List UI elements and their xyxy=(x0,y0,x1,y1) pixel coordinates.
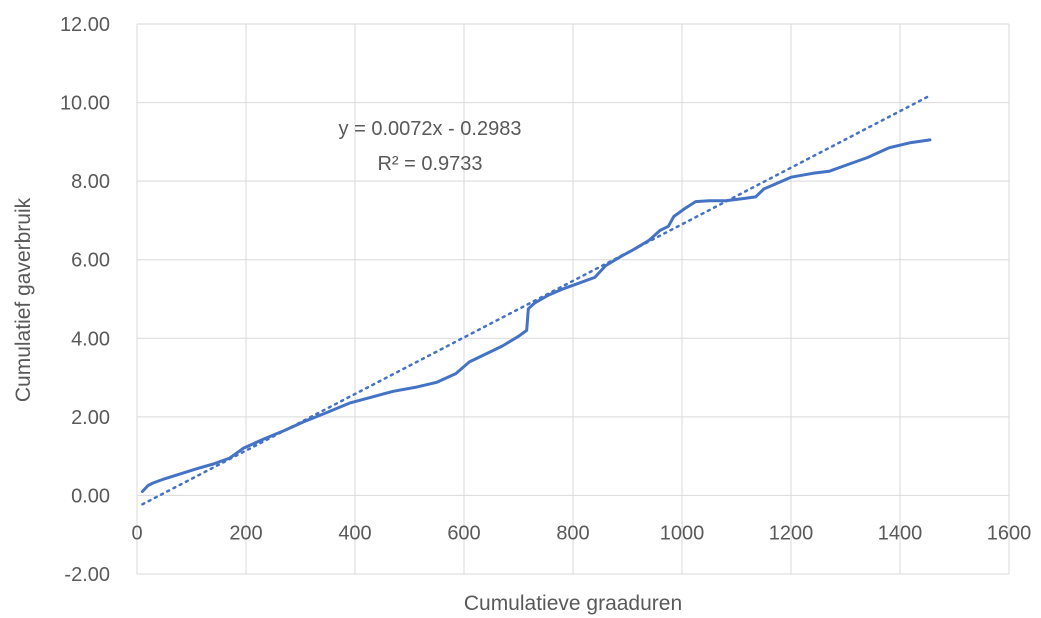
data-series-line xyxy=(140,138,932,493)
x-tick-label: 1200 xyxy=(769,522,814,544)
y-tick-labels: -2.00 0.00 2.00 4.00 6.00 8.00 10.00 12.00 xyxy=(60,14,110,586)
x-tick-label: 200 xyxy=(229,522,262,544)
x-tick-label: 400 xyxy=(338,522,371,544)
x-tick-label: 0 xyxy=(131,522,142,544)
gridlines xyxy=(136,23,1010,575)
y-tick-label: 12.00 xyxy=(60,14,110,36)
x-tick-label: 1600 xyxy=(987,522,1032,544)
y-tick-label: -2.00 xyxy=(64,564,110,586)
y-tick-label: 0.00 xyxy=(71,485,110,507)
y-tick-label: 10.00 xyxy=(60,93,110,115)
series-layer xyxy=(140,94,932,506)
x-tick-label: 800 xyxy=(556,522,589,544)
trendline-equation: y = 0.0072x - 0.2983 xyxy=(339,118,522,140)
y-axis-title: Cumulatief gaverbruik xyxy=(12,197,35,402)
x-tick-label: 1400 xyxy=(878,522,923,544)
trendline xyxy=(141,94,932,506)
y-tick-label: 8.00 xyxy=(71,171,110,193)
x-tick-label: 600 xyxy=(447,522,480,544)
y-tick-label: 4.00 xyxy=(71,328,110,350)
x-tick-label: 1000 xyxy=(660,522,705,544)
x-tick-labels: 0 200 400 600 800 1000 1200 1400 1600 xyxy=(131,522,1031,544)
y-tick-label: 6.00 xyxy=(71,250,110,272)
r-squared-label: R² = 0.9733 xyxy=(377,153,482,175)
y-tick-label: 2.00 xyxy=(71,407,110,429)
x-axis-title: Cumulatieve graaduren xyxy=(464,592,682,615)
